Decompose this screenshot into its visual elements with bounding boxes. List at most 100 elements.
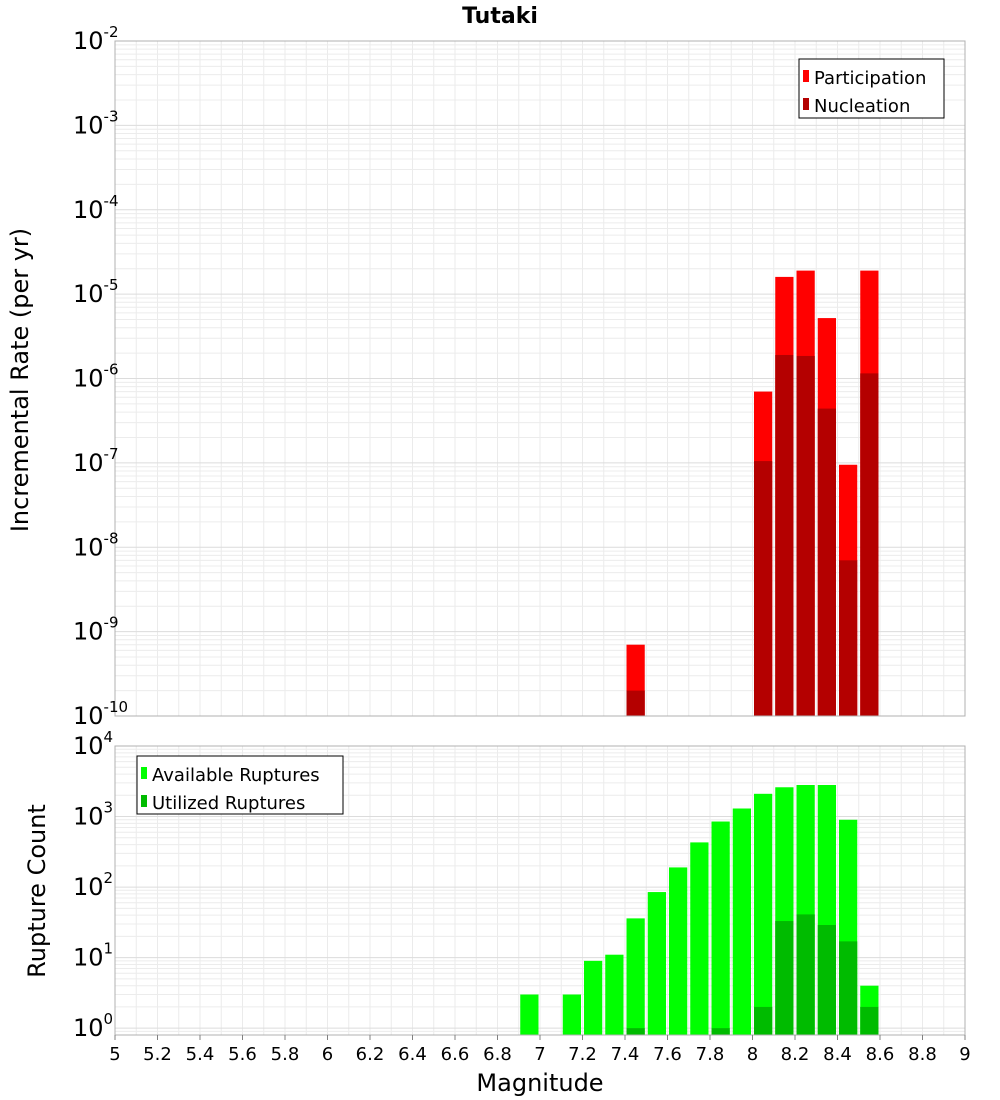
top-chart-legend-swatch — [803, 98, 809, 110]
y-tick-exponent: 1 — [104, 940, 114, 958]
top-chart-y-tick-label: 10-5 — [73, 276, 119, 308]
bottom-chart-bar-available-ruptures — [584, 960, 603, 1035]
y-tick-base: 10 — [73, 803, 104, 831]
x-tick-label: 8.8 — [908, 1044, 937, 1065]
bottom-chart-bar-utilized-ruptures — [860, 1006, 879, 1035]
top-chart-y-tick-label: 10-4 — [73, 192, 119, 224]
bottom-chart-bar-utilized-ruptures — [817, 925, 836, 1035]
bottom-chart-bar-available-ruptures — [605, 954, 624, 1035]
bottom-chart-bar-utilized-ruptures — [754, 1006, 773, 1035]
y-tick-base: 10 — [73, 111, 104, 139]
y-tick-exponent: -6 — [104, 361, 119, 379]
bottom-chart-bar-available-ruptures — [562, 994, 581, 1035]
x-tick-label: 5.8 — [271, 1044, 300, 1065]
y-tick-exponent: 3 — [104, 799, 114, 817]
bottom-chart-legend-label: Available Ruptures — [152, 765, 320, 786]
top-chart-y-tick-label: 10-7 — [73, 445, 119, 477]
top-chart-legend-label: Participation — [814, 68, 926, 89]
x-tick-label: 7 — [534, 1044, 545, 1065]
chart-title: Tutaki — [462, 4, 538, 29]
y-tick-base: 10 — [73, 732, 104, 760]
top-chart-y-tick-label: 10-6 — [73, 361, 119, 393]
bottom-chart-y-tick-label: 102 — [73, 869, 113, 901]
bottom-chart-bar-available-ruptures — [520, 994, 539, 1035]
top-y-axis-label: Incremental Rate (per yr) — [6, 228, 34, 532]
top-chart-y-tick-label: 10-8 — [73, 529, 119, 561]
top-chart-bar-nucleation — [839, 560, 858, 716]
y-tick-exponent: -4 — [104, 192, 119, 210]
y-tick-base: 10 — [73, 365, 104, 393]
top-chart-legend-swatch — [803, 70, 809, 82]
bottom-chart-bars — [520, 784, 879, 1035]
y-tick-exponent: -3 — [104, 107, 119, 125]
bottom-chart-bar-available-ruptures — [626, 918, 645, 1035]
x-tick-label: 7.8 — [696, 1044, 725, 1065]
bottom-chart-bar-available-ruptures — [732, 808, 751, 1035]
y-tick-exponent: -5 — [104, 276, 119, 294]
bottom-chart-bar-available-ruptures — [711, 821, 730, 1035]
top-chart-legend-label: Nucleation — [814, 96, 910, 117]
x-tick-label: 9 — [959, 1044, 970, 1065]
top-chart-y-tick-label: 10-2 — [73, 23, 119, 55]
x-tick-label: 8.4 — [823, 1044, 852, 1065]
y-tick-base: 10 — [73, 533, 104, 561]
y-tick-exponent: -2 — [104, 23, 119, 41]
top-chart-y-tick-label: 10-9 — [73, 614, 119, 646]
top-chart-bar-nucleation — [817, 408, 836, 716]
bottom-chart-legend-label: Utilized Ruptures — [152, 793, 305, 814]
y-tick-base: 10 — [73, 618, 104, 646]
y-tick-exponent: 0 — [104, 1010, 114, 1028]
y-tick-base: 10 — [73, 944, 104, 972]
y-tick-exponent: -10 — [104, 698, 129, 716]
bottom-chart-bar-available-ruptures — [690, 842, 709, 1035]
bottom-chart-y-tick-label: 101 — [73, 940, 113, 972]
y-tick-exponent: -9 — [104, 614, 119, 632]
x-ticks: 5 5.2 5.4 5.6 5.8 6 6.2 6.4 6.6 6.8 7 7.2 7.4 7.6 7.8 8… — [109, 1035, 971, 1065]
x-tick-label: 5.6 — [228, 1044, 257, 1065]
bottom-chart-legend-swatch — [141, 795, 147, 807]
x-tick-label: 7.6 — [653, 1044, 682, 1065]
x-tick-label: 7.2 — [568, 1044, 597, 1065]
x-tick-label: 6 — [322, 1044, 333, 1065]
y-tick-base: 10 — [73, 449, 104, 477]
x-tick-label: 5.4 — [186, 1044, 215, 1065]
x-tick-label: 8.6 — [866, 1044, 895, 1065]
x-tick-label: 7.4 — [611, 1044, 640, 1065]
top-chart-y-tick-label: 10-3 — [73, 107, 119, 139]
top-chart-frame — [114, 40, 966, 717]
y-tick-base: 10 — [73, 1014, 104, 1042]
x-tick-label: 6.6 — [441, 1044, 470, 1065]
y-tick-base: 10 — [73, 702, 104, 730]
bottom-chart-bar-utilized-ruptures — [839, 941, 858, 1035]
top-chart-bar-nucleation — [860, 373, 879, 716]
y-tick-exponent: 4 — [104, 728, 114, 746]
top-chart-bar-nucleation — [754, 461, 773, 716]
y-tick-exponent: -8 — [104, 529, 119, 547]
y-tick-base: 10 — [73, 27, 104, 55]
bottom-chart-bar-utilized-ruptures — [626, 1028, 645, 1035]
x-tick-label: 6.8 — [483, 1044, 512, 1065]
y-tick-base: 10 — [73, 873, 104, 901]
top-chart-y-tick-label: 10-10 — [73, 698, 128, 730]
bottom-chart-bar-utilized-ruptures — [775, 921, 794, 1035]
bottom-chart-legend-box — [136, 755, 344, 815]
bottom-chart-bar-available-ruptures — [754, 793, 773, 1035]
bottom-chart-legend: Available Ruptures Utilized Ruptures — [136, 755, 344, 815]
bottom-chart-y-tick-label: 103 — [73, 799, 113, 831]
bottom-chart-legend-swatch — [141, 767, 147, 779]
bottom-chart-bar-available-ruptures — [647, 892, 666, 1035]
bottom-chart-y-tick-label: 100 — [73, 1010, 113, 1042]
y-tick-exponent: 2 — [104, 869, 114, 887]
bottom-chart-y-tick-label: 104 — [73, 728, 113, 760]
top-chart-legend: Participation Nucleation — [798, 58, 945, 119]
x-tick-label: 5.2 — [143, 1044, 172, 1065]
bottom-chart-bar-utilized-ruptures — [711, 1028, 730, 1035]
top-chart-bars — [626, 270, 879, 716]
y-tick-exponent: -7 — [104, 445, 119, 463]
bottom-y-axis-label: Rupture Count — [23, 804, 51, 978]
x-tick-label: 6.4 — [398, 1044, 427, 1065]
bottom-chart-bar-utilized-ruptures — [796, 914, 815, 1035]
